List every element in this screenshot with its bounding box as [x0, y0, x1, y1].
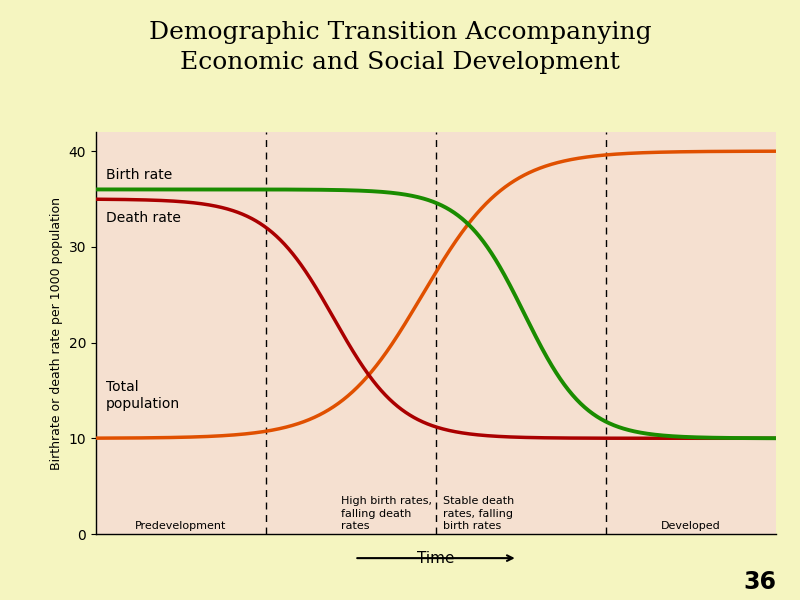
- Y-axis label: Birthrate or death rate per 1000 population: Birthrate or death rate per 1000 populat…: [50, 196, 63, 469]
- Text: Death rate: Death rate: [106, 211, 181, 225]
- Text: Time: Time: [418, 551, 454, 566]
- Text: High birth rates,
falling death
rates: High birth rates, falling death rates: [341, 496, 432, 531]
- Text: Demographic Transition Accompanying
Economic and Social Development: Demographic Transition Accompanying Econ…: [149, 21, 651, 74]
- Text: 36: 36: [743, 570, 776, 594]
- Text: Stable death
rates, falling
birth rates: Stable death rates, falling birth rates: [443, 496, 514, 531]
- Text: Developed: Developed: [661, 521, 721, 531]
- Text: Total
population: Total population: [106, 380, 180, 411]
- Text: Birth rate: Birth rate: [106, 168, 173, 182]
- Text: Predevelopment: Predevelopment: [135, 521, 226, 531]
